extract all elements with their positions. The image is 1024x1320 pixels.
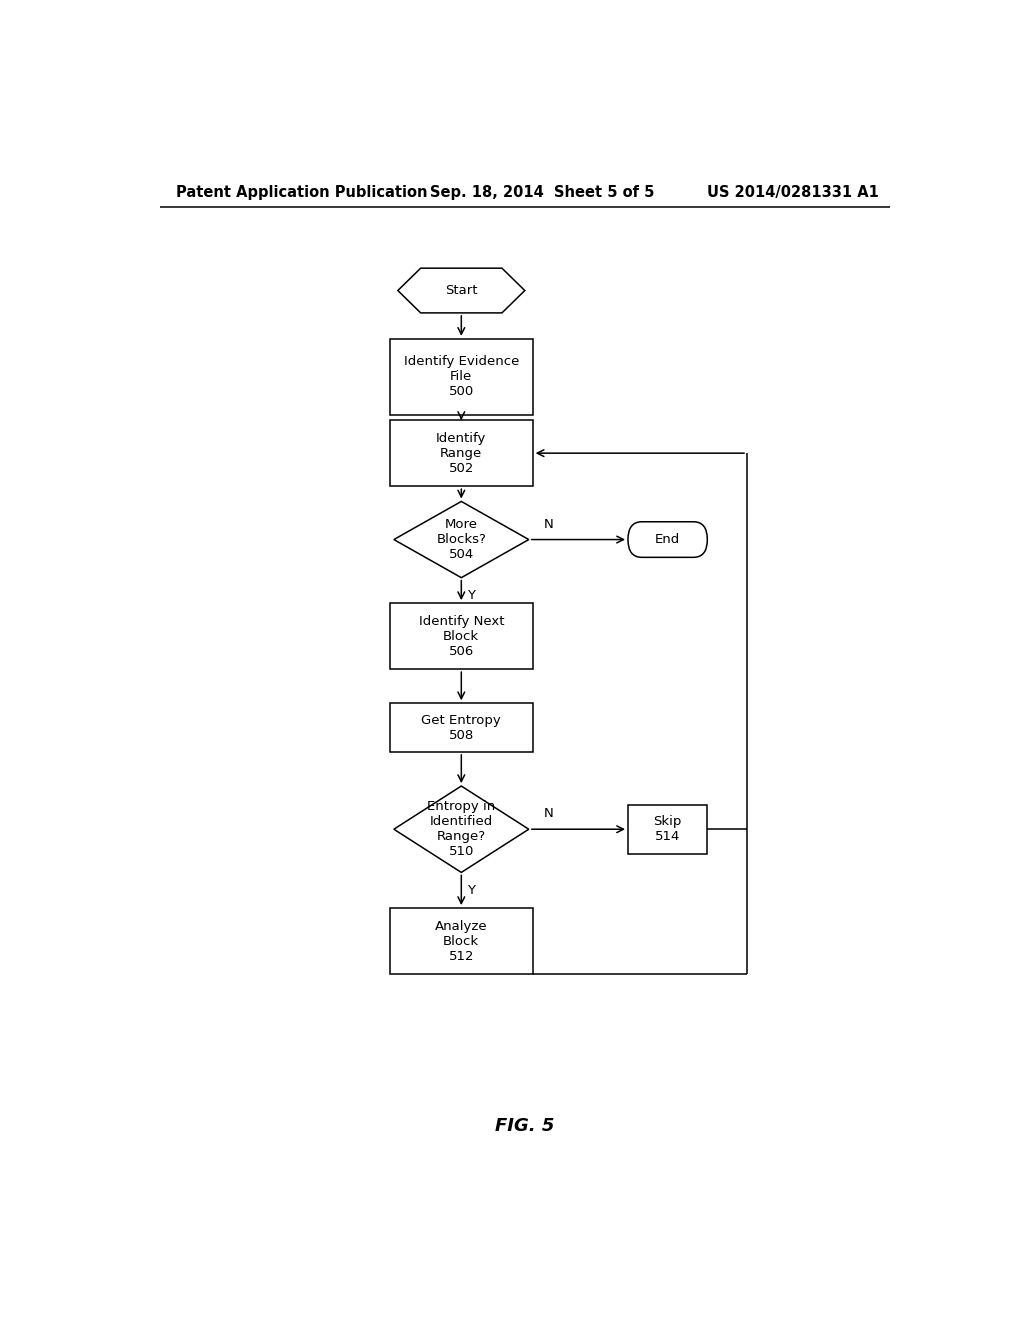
- Text: Patent Application Publication: Patent Application Publication: [176, 185, 427, 201]
- Polygon shape: [397, 268, 524, 313]
- Bar: [390, 603, 532, 669]
- Bar: [390, 908, 532, 974]
- Text: US 2014/0281331 A1: US 2014/0281331 A1: [708, 185, 880, 201]
- Text: Skip
514: Skip 514: [653, 816, 682, 843]
- Text: Identify
Range
502: Identify Range 502: [436, 432, 486, 475]
- Text: Analyze
Block
512: Analyze Block 512: [435, 920, 487, 962]
- Text: Get Entropy
508: Get Entropy 508: [422, 714, 501, 742]
- Text: More
Blocks?
504: More Blocks? 504: [436, 517, 486, 561]
- Text: FIG. 5: FIG. 5: [496, 1117, 554, 1135]
- Text: Start: Start: [445, 284, 477, 297]
- Text: Y: Y: [467, 884, 475, 898]
- Text: Y: Y: [467, 590, 475, 602]
- Text: Identify Evidence
File
500: Identify Evidence File 500: [403, 355, 519, 399]
- Polygon shape: [394, 785, 528, 873]
- Bar: [390, 420, 532, 486]
- Bar: [390, 704, 532, 752]
- Text: Identify Next
Block
506: Identify Next Block 506: [419, 615, 504, 657]
- Bar: [628, 805, 708, 854]
- Text: End: End: [655, 533, 680, 546]
- Bar: [390, 339, 532, 414]
- Text: N: N: [544, 808, 554, 821]
- Text: Sep. 18, 2014  Sheet 5 of 5: Sep. 18, 2014 Sheet 5 of 5: [430, 185, 654, 201]
- Text: N: N: [544, 517, 554, 531]
- FancyBboxPatch shape: [628, 521, 708, 557]
- Polygon shape: [394, 502, 528, 578]
- Text: Entropy in
Identified
Range?
510: Entropy in Identified Range? 510: [427, 800, 496, 858]
